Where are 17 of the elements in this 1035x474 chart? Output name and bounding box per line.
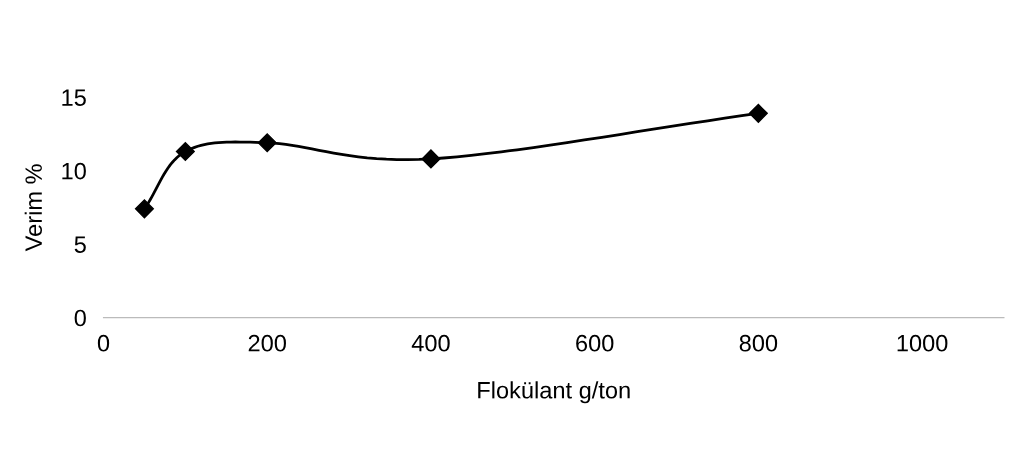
x-tick-label: 600: [576, 334, 614, 352]
point: [175, 142, 195, 162]
x-tick-label: 200: [248, 334, 286, 352]
x-tick-label: 0: [97, 334, 110, 352]
point: [748, 103, 768, 123]
y-tick-label: 15: [62, 89, 86, 106]
point: [134, 199, 154, 219]
y-axis-title: Verim %: [24, 164, 43, 252]
x-tick-label: 1000: [897, 334, 948, 352]
y-tick-label: 10: [62, 162, 86, 180]
x-axis-title: Flokülant g/ton: [478, 381, 630, 404]
x-tick-label: 400: [411, 334, 450, 352]
x-tick-label: 800: [739, 334, 778, 352]
y-tick-label: 5: [74, 236, 86, 253]
y-tick-label: 0: [74, 309, 86, 327]
point: [257, 133, 277, 153]
point: [421, 149, 441, 169]
